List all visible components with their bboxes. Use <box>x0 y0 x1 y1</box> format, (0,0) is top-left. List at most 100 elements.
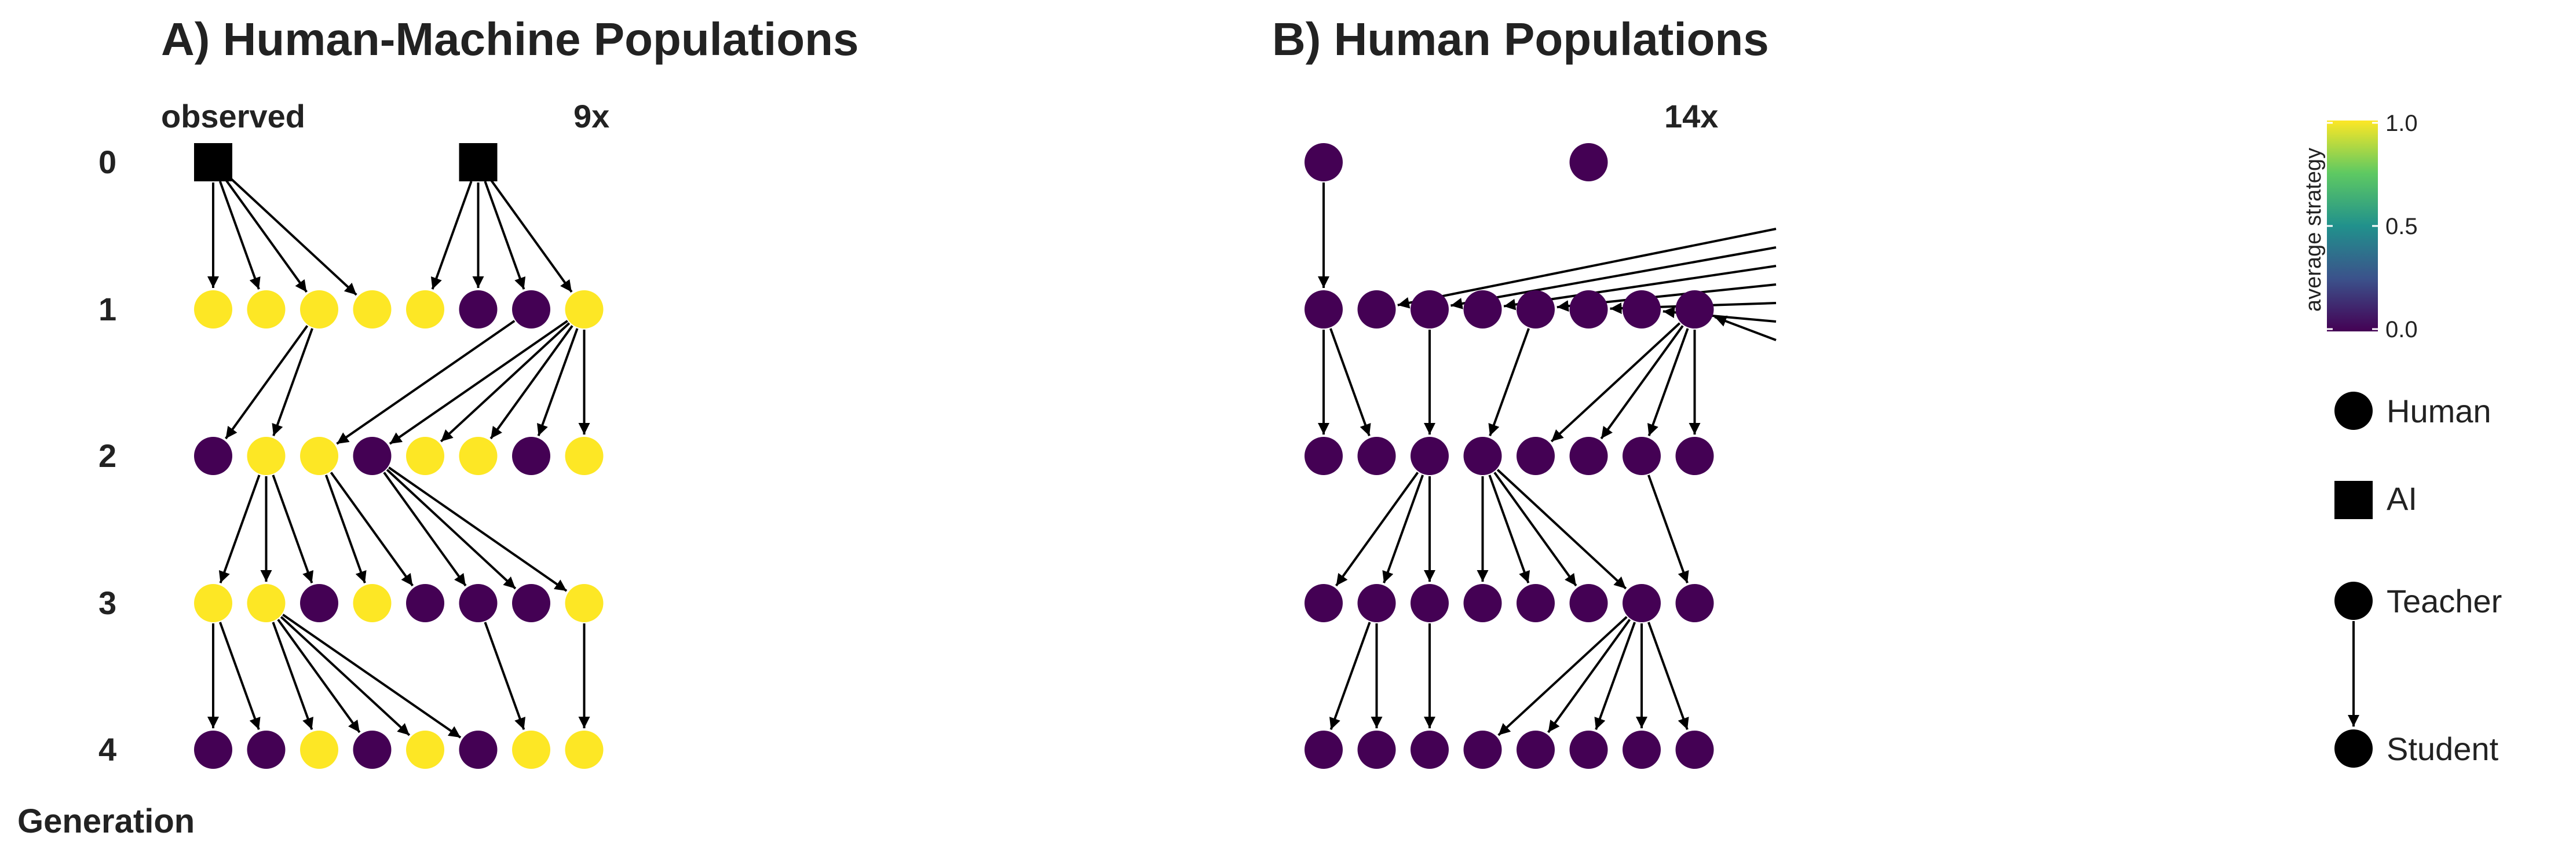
panel-b-human-node-g1-7 <box>1675 290 1714 329</box>
panel-a-edge-13 <box>489 325 573 440</box>
panel-b-human-node-g2-2 <box>1411 437 1449 475</box>
panel-b-edge-17 <box>1329 622 1371 730</box>
panel-b-edge-13 <box>1488 475 1530 583</box>
panel-a-edge-22 <box>386 469 517 590</box>
panel-a-edge-2 <box>224 178 308 293</box>
panel-b-incoming-edge-6 <box>1714 315 1777 341</box>
panel-a-human-node-g3-1 <box>247 584 286 622</box>
panel-a-nodes <box>194 143 604 769</box>
panel-a-human-node-g2-6 <box>512 437 550 475</box>
generation-label-2: 2 <box>98 437 116 474</box>
panel-a-edge-16 <box>218 475 261 583</box>
panel-a-human-node-g1-3 <box>353 290 392 329</box>
legend-teacher-icon <box>2334 582 2373 620</box>
panel-b-human-node-g4-5 <box>1569 731 1608 769</box>
panel-b-human-node-g3-2 <box>1411 584 1449 622</box>
panel-b-incoming-edge-1 <box>1450 246 1777 309</box>
panel-b-edge-2 <box>1329 328 1371 436</box>
panel-a-human-node-g3-4 <box>406 584 444 622</box>
panel-a-human-node-g3-6 <box>512 584 550 622</box>
legend-human-icon <box>2334 392 2373 430</box>
panel-b-human-node-g4-4 <box>1517 731 1555 769</box>
panel-b-edge-16 <box>1647 475 1689 583</box>
panel-a-edge-11 <box>389 320 568 445</box>
panel-a-human-node-g2-1 <box>247 437 286 475</box>
panel-b-edge-10 <box>1382 475 1424 583</box>
panel-b-human-node-g3-1 <box>1357 584 1396 622</box>
generation-labels: 0 1 2 3 4 <box>98 144 116 768</box>
panel-a-human-node-g2-2 <box>300 437 338 475</box>
legend-ai-label: AI <box>2387 480 2417 517</box>
panel-b-nodes <box>1305 143 1714 769</box>
panel-a-human-node-g1-0 <box>194 290 232 329</box>
panel-b-human-node-g1-1 <box>1357 290 1396 329</box>
colorbar-tick-label-0: 0.0 <box>2385 317 2418 342</box>
panel-a-edge-7 <box>489 178 573 293</box>
panel-a-edge-20 <box>330 472 414 587</box>
colorbar-title: average strategy <box>2301 148 2326 312</box>
panel-a-human-node-g1-6 <box>512 290 550 329</box>
generation-label-3: 3 <box>98 585 116 621</box>
panel-b-human-node-g1-4 <box>1517 290 1555 329</box>
panel-a-human-node-g2-7 <box>565 437 604 475</box>
legend-teacher-label: Teacher <box>2387 583 2502 619</box>
legend-human-label: Human <box>2387 393 2491 429</box>
panel-b-human-node-g2-6 <box>1623 437 1661 475</box>
panel-a-human-node-g3-3 <box>353 584 392 622</box>
panel-b-title: B) Human Populations <box>1272 13 1769 65</box>
panel-a-human-node-g1-5 <box>459 290 498 329</box>
panel-a-edge-3 <box>227 175 357 296</box>
generation-label-1: 1 <box>98 291 116 327</box>
panel-b-human-node-g0-0 <box>1305 143 1343 181</box>
panel-a-human-node-g2-3 <box>353 437 392 475</box>
panel-a-human-node-g3-2 <box>300 584 338 622</box>
colorbar-gradient <box>2327 121 2378 331</box>
panel-b-edge-5 <box>1550 322 1681 443</box>
panel-a-edge-9 <box>272 328 313 436</box>
panel-a-human-node-g4-1 <box>247 731 286 769</box>
panel-a-edge-12 <box>440 322 571 443</box>
panel-a-ai-node-g0-0 <box>194 143 232 181</box>
panel-b-edge-24 <box>1647 622 1689 730</box>
panel-a-edge-6 <box>484 181 526 290</box>
panel-b-human-node-g4-6 <box>1623 731 1661 769</box>
panel-a-edge-21 <box>383 472 467 587</box>
panel-b-human-node-g3-0 <box>1305 584 1343 622</box>
panel-b-human-node-g4-2 <box>1411 731 1449 769</box>
panel-a-human-node-g4-5 <box>459 731 498 769</box>
panel-a-edge-19 <box>324 475 367 583</box>
panel-b-edge-6 <box>1600 325 1684 440</box>
generation-label-4: 4 <box>98 731 116 768</box>
panel-a-human-node-g2-4 <box>406 437 444 475</box>
panel-b-edge-22 <box>1594 622 1636 730</box>
colorbar: 1.0 0.5 0.0 average strategy <box>2301 111 2418 342</box>
legend-student-icon <box>2334 729 2373 768</box>
panel-b-edge-4 <box>1488 328 1530 436</box>
panel-b-human-node-g1-2 <box>1411 290 1449 329</box>
panel-a-edge-25 <box>219 622 261 730</box>
panel-a-title: A) Human-Machine Populations <box>161 13 859 65</box>
panel-a-human-node-g3-0 <box>194 584 232 622</box>
panel-a-repeat-label: 9x <box>573 98 609 134</box>
panel-b-network <box>1305 143 1777 769</box>
panel-a-edge-18 <box>272 475 314 583</box>
panel-b-human-node-g1-6 <box>1623 290 1661 329</box>
panel-b-edge-14 <box>1493 472 1577 587</box>
panel-b-human-node-g1-5 <box>1569 290 1608 329</box>
panel-b-edge-21 <box>1547 619 1631 733</box>
panel-b-human-node-g4-1 <box>1357 731 1396 769</box>
panel-a-human-node-g2-0 <box>194 437 232 475</box>
panel-a-edges <box>207 175 590 739</box>
panel-a-edge-14 <box>536 328 579 436</box>
panel-a-human-node-g3-7 <box>565 584 604 622</box>
panel-a-human-node-g4-0 <box>194 731 232 769</box>
panel-b-human-node-g1-3 <box>1463 290 1502 329</box>
panel-b-edge-15 <box>1496 469 1627 590</box>
colorbar-tick-label-1: 1.0 <box>2385 111 2418 136</box>
panel-a-human-node-g1-7 <box>565 290 604 329</box>
panel-a-human-node-g4-7 <box>565 731 604 769</box>
panel-a-edge-1 <box>218 181 261 290</box>
panel-a-human-node-g1-4 <box>406 290 444 329</box>
panel-b-edge-7 <box>1647 328 1689 436</box>
